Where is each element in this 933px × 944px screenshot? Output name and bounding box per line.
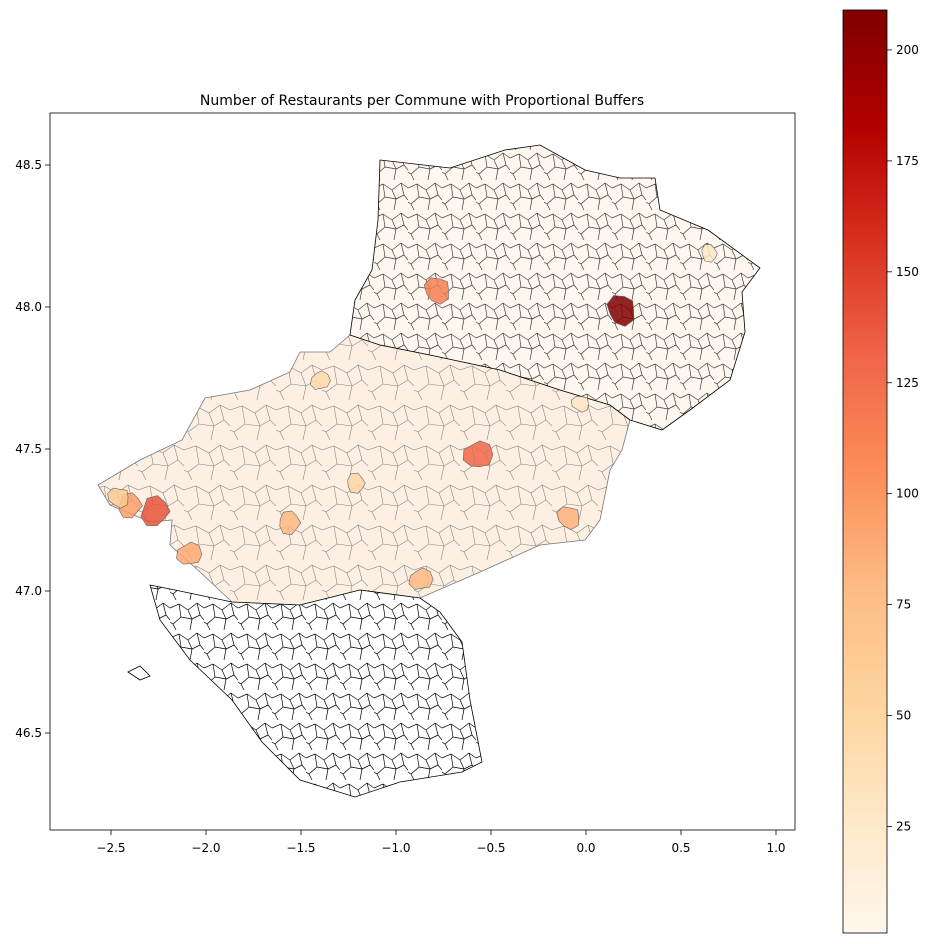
x-tick-label: −1.0 [381,841,410,855]
commune-highlight [556,506,580,530]
commune-highlight [140,495,171,526]
commune-highlight [107,487,129,509]
commune-mesh-north [350,145,760,430]
colorbar-ticks: 25 50 75 100 125 150 175 200 [887,43,919,834]
x-tick-label: −1.5 [286,841,315,855]
colorbar-tick-label: 175 [896,154,919,168]
commune-highlight [570,395,589,413]
x-tick-label: 1.0 [766,841,785,855]
colorbar-tick-label: 75 [896,598,911,612]
x-axis: −2.5 −2.0 −1.5 −1.0 −0.5 0.0 0.5 1.0 [96,830,786,855]
commune-highlight [408,567,434,590]
commune-highlight [279,510,302,535]
colorbar-tick-label: 150 [896,265,919,279]
commune-highlight [701,244,718,263]
x-tick-label: −2.5 [96,841,125,855]
y-tick-label: 47.0 [15,584,42,598]
commune-mesh-south [150,585,482,797]
y-axis: 46.5 47.0 47.5 48.0 48.5 [15,158,50,740]
colorbar-tick-label: 125 [896,376,919,390]
colorbar [842,9,888,934]
y-tick-label: 48.0 [15,300,42,314]
map-layer [97,144,761,798]
commune-highlight [462,440,494,468]
x-tick-label: 0.0 [576,841,595,855]
x-tick-label: −2.0 [191,841,220,855]
colorbar-tick-label: 50 [896,709,911,723]
commune-highlight [606,295,635,327]
commune-mesh-central [98,335,630,605]
chart-title: Number of Restaurants per Commune with P… [200,93,644,109]
highlighted-communes [107,244,718,590]
commune-highlight [423,277,449,305]
colorbar-tick-label: 200 [896,43,919,57]
y-tick-label: 47.5 [15,442,42,456]
y-tick-label: 48.5 [15,158,42,172]
axes-frame [49,112,796,831]
colorbar-tick-label: 100 [896,487,919,501]
x-tick-label: −0.5 [476,841,505,855]
colorbar-tick-label: 25 [896,820,911,834]
x-tick-label: 0.5 [671,841,690,855]
commune-highlight [176,541,203,565]
y-tick-label: 46.5 [15,726,42,740]
island [127,665,151,681]
commune-highlight [347,472,366,494]
commune-highlight [309,370,331,390]
